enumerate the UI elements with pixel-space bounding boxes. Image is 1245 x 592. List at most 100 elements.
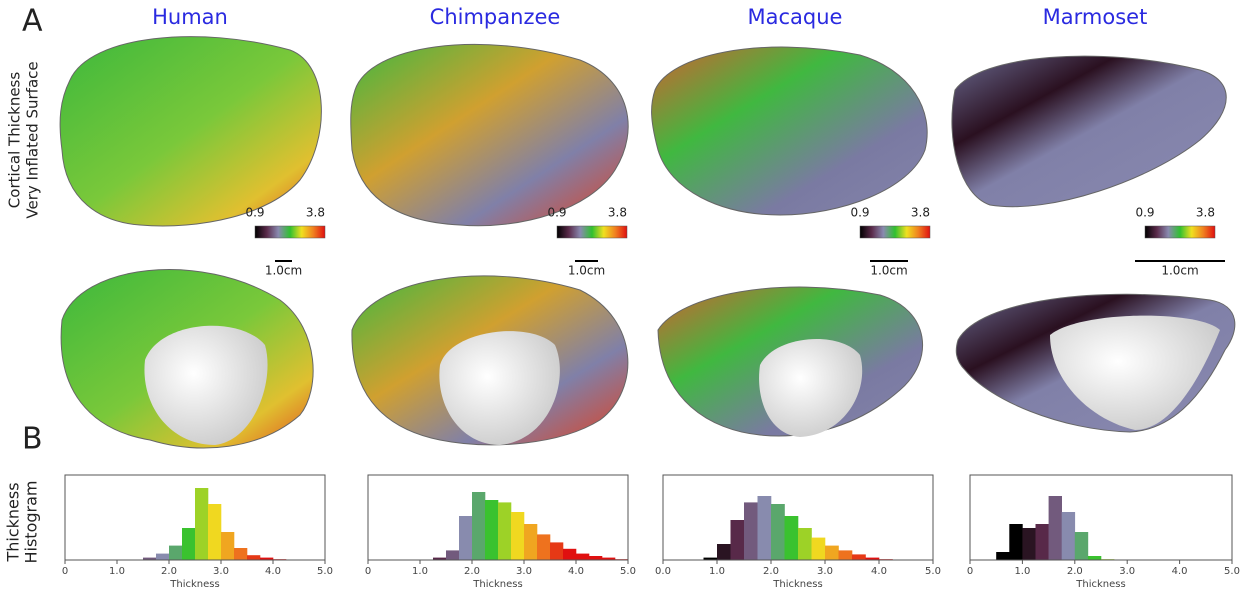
- x-tick-label: 0: [62, 566, 68, 577]
- histogram-label-line: Histogram: [22, 481, 41, 564]
- histogram-bar: [182, 528, 196, 560]
- histogram-bar: [798, 528, 812, 560]
- histogram-bar: [498, 502, 512, 560]
- histogram-bar: [156, 553, 170, 560]
- figure-label: A: [22, 4, 43, 39]
- histogram-bar: [865, 557, 880, 560]
- colorbar-min-label: 0.9: [245, 206, 264, 220]
- x-axis-label: Thickness: [472, 579, 522, 590]
- species-title: Human: [152, 5, 228, 29]
- x-tick-label: 4.0: [1172, 566, 1188, 577]
- colorbar-min-label: 0.9: [1135, 206, 1154, 220]
- histogram-bar: [1074, 532, 1089, 560]
- histogram-bar: [433, 557, 447, 560]
- histogram-bar: [472, 492, 486, 560]
- x-tick-label: 5.0: [925, 566, 941, 577]
- histogram-bar: [589, 556, 603, 560]
- medial-wall: [439, 331, 560, 445]
- colorbar: [556, 225, 628, 239]
- x-axis-label: Thickness: [169, 579, 219, 590]
- histogram-bar: [1048, 496, 1062, 560]
- histogram-bar: [563, 548, 577, 560]
- histogram-bar: [169, 545, 183, 560]
- x-tick-label: 2.0: [161, 566, 177, 577]
- plot-frame: [64, 474, 326, 561]
- colorbar-max-label: 3.8: [608, 206, 627, 220]
- x-axis-label: Thickness: [1075, 579, 1125, 590]
- scale-bar-label: 1.0cm: [1161, 264, 1198, 278]
- histogram-bar: [1022, 528, 1036, 560]
- plot-frame: [969, 474, 1233, 561]
- histogram-bar: [730, 520, 745, 560]
- histogram-bar: [576, 553, 590, 560]
- colorbar-max-label: 3.8: [306, 206, 325, 220]
- x-tick-label: 1.0: [412, 566, 428, 577]
- species-title: Chimpanzee: [430, 5, 561, 29]
- colorbar: [1144, 225, 1216, 239]
- histogram-bar: [1061, 512, 1076, 560]
- x-axis-label: Thickness: [772, 579, 822, 590]
- histogram-bar: [208, 504, 222, 560]
- colorbar: [859, 225, 931, 239]
- histogram-bar: [852, 554, 866, 560]
- medial-wall: [144, 325, 268, 445]
- histogram-bar: [221, 532, 235, 560]
- histogram-bar: [234, 548, 248, 560]
- brain-human: [59, 36, 322, 449]
- histogram-bar: [1035, 524, 1049, 560]
- row-label-line: Cortical Thickness: [6, 72, 24, 209]
- brain-marmoset: [951, 55, 1236, 433]
- histogram-bar: [537, 534, 551, 560]
- species-title: Marmoset: [1043, 5, 1148, 29]
- row-label: Cortical Thickness Very Inflated Surface: [6, 61, 42, 218]
- figure-label: B: [22, 422, 43, 457]
- scale-bar-label: 1.0cm: [265, 264, 302, 278]
- histogram-bar: [838, 550, 853, 560]
- histogram-bar: [247, 555, 261, 560]
- colorbar-min-label: 0.9: [547, 206, 566, 220]
- histogram-bar: [550, 542, 564, 560]
- histogram-bar: [511, 512, 525, 560]
- colorbar: [254, 225, 326, 239]
- x-tick-label: 4.0: [871, 566, 887, 577]
- histogram-bar: [996, 552, 1010, 560]
- scale-bar-label: 1.0cm: [870, 264, 907, 278]
- histogram-bar: [459, 516, 473, 560]
- x-tick-label: 5.0: [620, 566, 636, 577]
- histogram-label-line: Thickness: [4, 482, 23, 562]
- x-tick-label: 5.0: [1224, 566, 1240, 577]
- x-tick-label: 0.0: [655, 566, 671, 577]
- x-tick-label: 2.0: [464, 566, 480, 577]
- medial-wall: [1050, 315, 1220, 430]
- scale-bar-label: 1.0cm: [568, 264, 605, 278]
- lateral-surface: [951, 55, 1227, 208]
- x-tick-label: 1.0: [1014, 566, 1030, 577]
- species-title: Macaque: [748, 5, 843, 29]
- histogram-bar: [811, 537, 826, 560]
- row-label-line: Very Inflated Surface: [24, 61, 42, 218]
- histogram-bar: [757, 496, 772, 560]
- x-tick-label: 1.0: [709, 566, 725, 577]
- colorbar-max-label: 3.8: [911, 206, 930, 220]
- histogram-bar: [485, 500, 499, 560]
- x-tick-label: 1.0: [109, 566, 125, 577]
- x-tick-label: 4.0: [568, 566, 584, 577]
- plot-frame: [367, 474, 629, 561]
- histogram-bar: [771, 504, 785, 560]
- plot-frame: [662, 474, 934, 561]
- x-tick-label: 2.0: [763, 566, 779, 577]
- x-tick-label: 5.0: [317, 566, 333, 577]
- histogram-bar: [1009, 524, 1023, 560]
- x-tick-label: 3.0: [213, 566, 229, 577]
- histogram-label: Thickness Histogram: [4, 481, 41, 564]
- histogram-bar: [717, 544, 731, 560]
- colorbar-min-label: 0.9: [850, 206, 869, 220]
- lateral-surface: [350, 43, 629, 227]
- brain-macaque: [651, 46, 928, 437]
- medial-wall: [759, 338, 863, 437]
- histogram-bar: [524, 524, 538, 560]
- histogram-bar: [784, 516, 799, 560]
- lateral-surface: [59, 36, 322, 227]
- brain-chimpanzee: [350, 43, 629, 446]
